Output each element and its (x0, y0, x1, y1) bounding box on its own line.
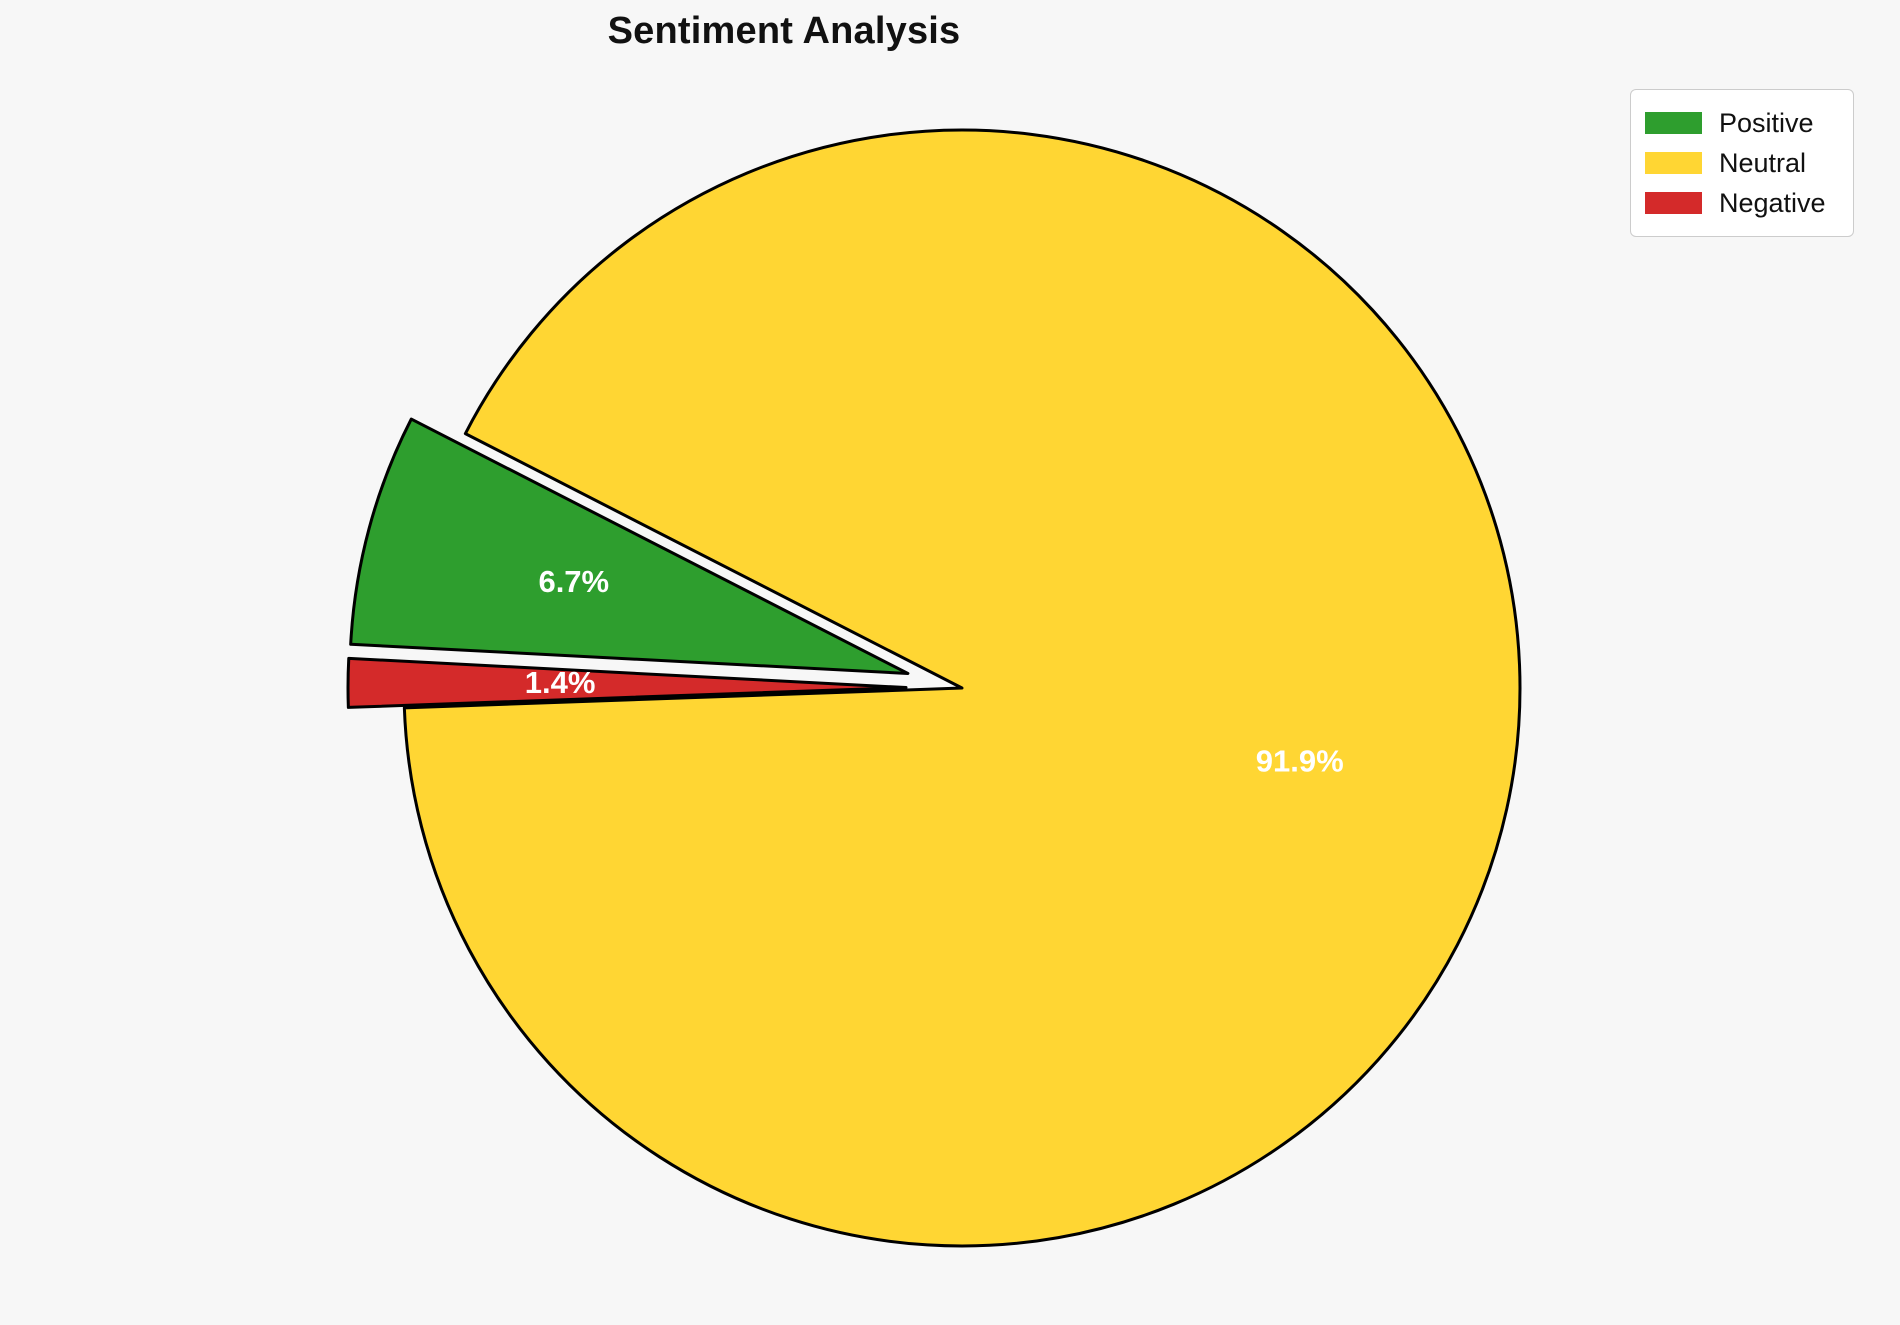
chart-legend: Positive Neutral Negative (1630, 89, 1854, 237)
pie-label-neutral: 91.9% (1256, 743, 1344, 778)
pie-slices-group (346, 128, 1522, 1248)
legend-label-neutral: Neutral (1719, 147, 1807, 178)
legend-swatch-positive (1645, 112, 1702, 134)
legend-label-negative: Negative (1719, 187, 1826, 218)
legend-swatch-neutral (1645, 152, 1702, 174)
legend-item-neutral[interactable]: Neutral (1645, 143, 1837, 183)
pie-slice-positive[interactable] (349, 417, 910, 675)
pie-slice-neutral[interactable] (402, 128, 1522, 1248)
legend-label-positive: Positive (1719, 107, 1814, 138)
pie-label-positive: 6.7% (538, 564, 609, 599)
pie-slice-negative[interactable] (346, 656, 908, 709)
pie-label-negative: 1.4% (525, 665, 596, 700)
page-title: Sentiment Analysis (607, 10, 961, 52)
pie-labels-group: 6.7% 91.9% 1.4% (525, 564, 1344, 779)
legend-swatch-negative (1645, 192, 1702, 214)
legend-item-positive[interactable]: Positive (1645, 103, 1837, 143)
legend-item-negative[interactable]: Negative (1645, 183, 1837, 223)
